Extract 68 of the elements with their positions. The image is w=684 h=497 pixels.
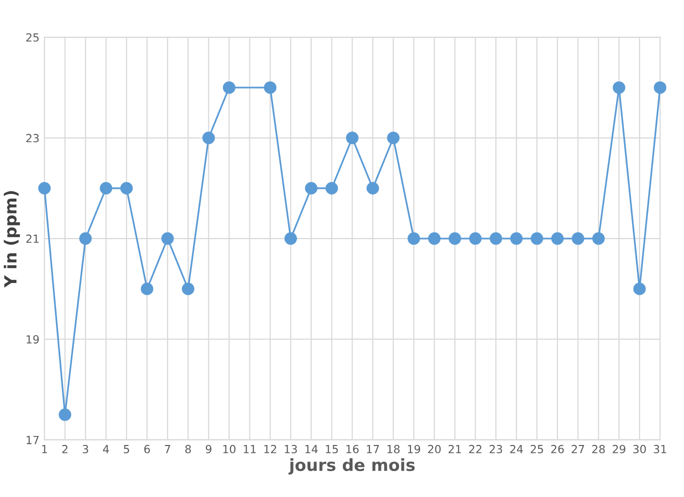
x-tick-label: 18 bbox=[387, 444, 400, 454]
point bbox=[654, 81, 666, 94]
y-tick-label: 19 bbox=[26, 335, 39, 344]
point bbox=[612, 81, 626, 94]
point bbox=[161, 232, 174, 245]
x-tick-label: 19 bbox=[408, 444, 420, 454]
x-tick-label: 3 bbox=[82, 444, 88, 454]
y-tick-label: 25 bbox=[26, 33, 39, 42]
point bbox=[304, 182, 318, 194]
point bbox=[182, 282, 194, 296]
x-tick-label: 24 bbox=[510, 444, 523, 454]
x-tick-label: 6 bbox=[144, 444, 150, 454]
x-tick-label: 12 bbox=[264, 444, 276, 454]
y-tick-label: 17 bbox=[26, 436, 39, 444]
point bbox=[633, 282, 646, 296]
x-tick-label: 31 bbox=[654, 444, 666, 454]
x-tick-label: 25 bbox=[530, 444, 544, 454]
y-tick-label: 23 bbox=[26, 134, 39, 142]
point bbox=[469, 232, 482, 245]
x-tick-label: 30 bbox=[633, 444, 646, 454]
point bbox=[530, 232, 544, 245]
point bbox=[79, 232, 92, 245]
point bbox=[120, 182, 133, 194]
point bbox=[58, 408, 72, 421]
point bbox=[140, 282, 154, 296]
point bbox=[264, 81, 276, 94]
point bbox=[100, 182, 112, 194]
x-tick-label: 26 bbox=[551, 444, 564, 454]
x-tick-label: 1 bbox=[42, 445, 47, 454]
point bbox=[428, 232, 441, 245]
point bbox=[284, 232, 297, 245]
point bbox=[448, 232, 462, 245]
x-tick-label: 21 bbox=[448, 444, 461, 454]
x-tick-label: 27 bbox=[572, 444, 584, 454]
x-tick-label: 29 bbox=[612, 444, 626, 454]
point bbox=[510, 232, 523, 245]
y-tick-label: 21 bbox=[26, 234, 39, 243]
point bbox=[551, 232, 564, 245]
point bbox=[490, 232, 502, 245]
point bbox=[572, 232, 584, 245]
point bbox=[408, 232, 420, 245]
x-axis-title: jours de mois bbox=[288, 458, 415, 474]
x-tick-label: 23 bbox=[490, 444, 502, 454]
point bbox=[346, 132, 359, 144]
x-tick-label: 4 bbox=[103, 445, 109, 454]
point bbox=[387, 132, 400, 144]
x-tick-label: 16 bbox=[346, 444, 359, 454]
x-tick-label: 7 bbox=[164, 445, 170, 454]
point bbox=[366, 182, 380, 194]
x-tick-label: 17 bbox=[366, 445, 379, 454]
point bbox=[325, 182, 338, 194]
point bbox=[592, 232, 605, 245]
x-tick-label: 15 bbox=[326, 445, 338, 454]
x-tick-label: 20 bbox=[428, 444, 441, 454]
x-tick-label: 22 bbox=[469, 444, 482, 454]
y-axis-title: Y in (ppm) bbox=[4, 191, 20, 288]
x-tick-label: 11 bbox=[244, 445, 256, 454]
x-tick-label: 14 bbox=[305, 445, 318, 454]
point bbox=[38, 182, 51, 194]
x-tick-label: 9 bbox=[206, 444, 212, 454]
x-tick-label: 13 bbox=[284, 444, 297, 454]
x-tick-label: 5 bbox=[124, 445, 130, 454]
point bbox=[202, 132, 215, 144]
point bbox=[222, 81, 236, 94]
x-tick-label: 28 bbox=[592, 444, 605, 454]
x-tick-label: 10 bbox=[223, 444, 236, 454]
x-tick-label: 2 bbox=[62, 444, 68, 454]
x-tick-label: 8 bbox=[185, 444, 191, 454]
